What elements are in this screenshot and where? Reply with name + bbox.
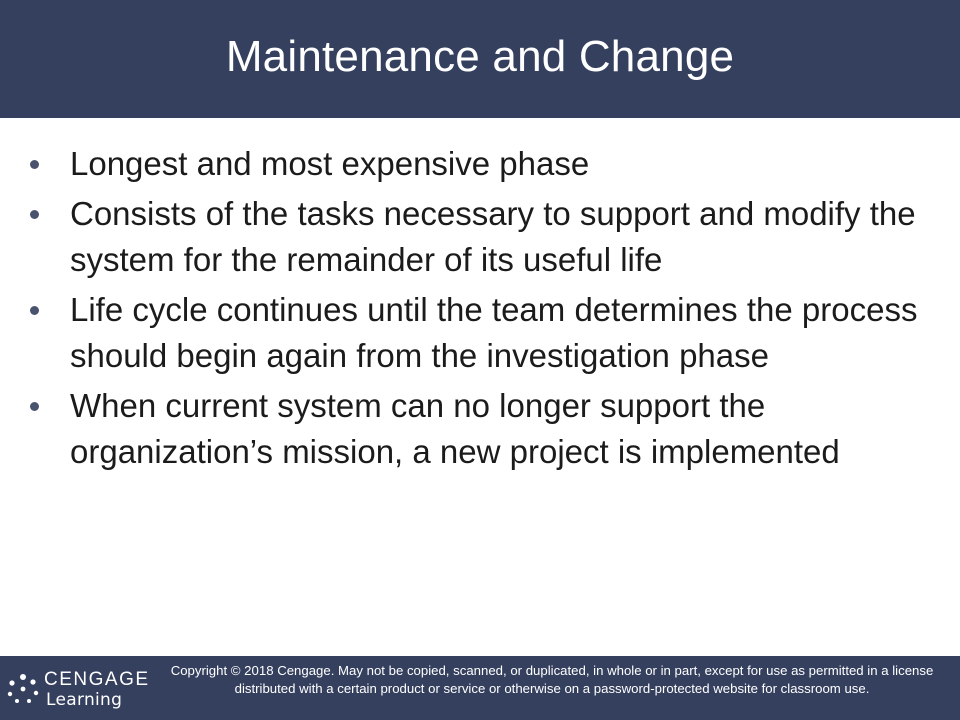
copyright-notice: Copyright © 2018 Cengage. May not be cop… <box>170 663 934 696</box>
slide-title: Maintenance and Change <box>225 32 735 81</box>
bullet-item: Longest and most expensive phase <box>26 141 941 187</box>
bullet-item: When current system can no longer suppor… <box>26 383 941 475</box>
logo-sub-text: Learning <box>46 690 123 710</box>
bullet-text: When current system can no longer suppor… <box>70 387 840 470</box>
bullet-text: Consists of the tasks necessary to suppo… <box>70 195 916 278</box>
bullet-dot-icon <box>30 306 39 315</box>
title-bar: Maintenance and Change <box>0 0 960 118</box>
bullet-dot-icon <box>30 402 39 411</box>
bullet-text: Life cycle continues until the team dete… <box>70 291 918 374</box>
bullet-list: Longest and most expensive phase Consist… <box>26 141 941 475</box>
cengage-logo: CENGAGE Learning <box>6 668 148 710</box>
slide-content: Longest and most expensive phase Consist… <box>26 141 941 479</box>
footer-bar: CENGAGE Learning Copyright © 2018 Cengag… <box>0 656 960 720</box>
logo-brand-text: CENGAGE <box>44 669 150 690</box>
bullet-dot-icon <box>30 210 39 219</box>
bullet-text: Longest and most expensive phase <box>70 145 590 182</box>
bullet-item: Life cycle continues until the team dete… <box>26 287 941 379</box>
cengage-logo-mark-icon <box>7 674 39 703</box>
bullet-item: Consists of the tasks necessary to suppo… <box>26 191 941 283</box>
bullet-dot-icon <box>30 160 39 169</box>
